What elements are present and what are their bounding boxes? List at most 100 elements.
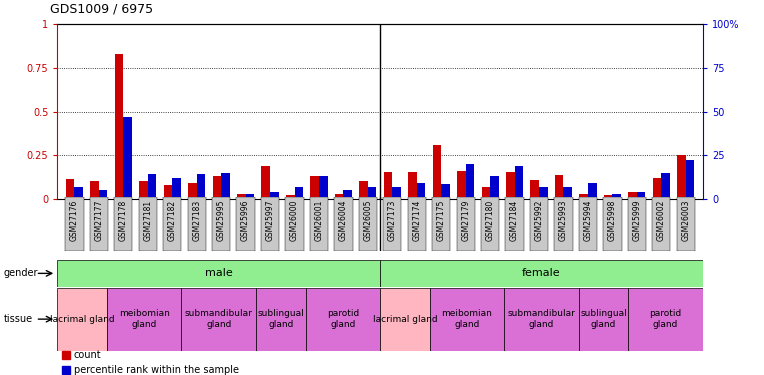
Bar <box>677 155 686 199</box>
Bar <box>343 190 352 199</box>
FancyBboxPatch shape <box>309 197 328 251</box>
Text: sublingual
gland: sublingual gland <box>257 309 304 329</box>
Bar <box>66 179 74 199</box>
Text: parotid
gland: parotid gland <box>649 309 681 329</box>
Bar <box>123 117 132 199</box>
FancyBboxPatch shape <box>334 197 352 251</box>
Text: GSM25994: GSM25994 <box>584 200 592 241</box>
FancyBboxPatch shape <box>628 197 646 251</box>
Text: GSM26001: GSM26001 <box>315 200 323 241</box>
FancyBboxPatch shape <box>384 197 402 251</box>
FancyBboxPatch shape <box>57 288 107 351</box>
Bar <box>221 172 230 199</box>
Text: GSM25993: GSM25993 <box>559 200 568 241</box>
Text: GSM27181: GSM27181 <box>144 200 152 241</box>
Text: GSM27173: GSM27173 <box>388 200 397 241</box>
Text: tissue: tissue <box>4 314 33 324</box>
FancyBboxPatch shape <box>187 197 206 251</box>
FancyBboxPatch shape <box>256 288 306 351</box>
Text: GSM27184: GSM27184 <box>510 200 519 241</box>
FancyBboxPatch shape <box>579 288 628 351</box>
Bar <box>393 186 401 199</box>
Bar <box>335 194 343 199</box>
FancyBboxPatch shape <box>212 197 230 251</box>
Bar <box>481 186 490 199</box>
Bar <box>172 178 181 199</box>
FancyBboxPatch shape <box>65 197 83 251</box>
FancyBboxPatch shape <box>236 197 254 251</box>
Bar <box>139 182 147 199</box>
Bar <box>270 192 279 199</box>
FancyBboxPatch shape <box>457 197 475 251</box>
Bar <box>579 194 588 199</box>
Bar <box>310 176 319 199</box>
Bar <box>237 194 245 199</box>
Text: meibomian
gland: meibomian gland <box>118 309 170 329</box>
Text: GSM26002: GSM26002 <box>657 200 665 241</box>
Bar <box>539 188 548 199</box>
FancyBboxPatch shape <box>358 197 377 251</box>
Bar <box>442 184 450 199</box>
Text: GSM25997: GSM25997 <box>266 200 274 241</box>
FancyBboxPatch shape <box>555 197 573 251</box>
Text: GSM26003: GSM26003 <box>681 200 690 241</box>
Bar <box>90 182 99 199</box>
Text: submandibular
gland: submandibular gland <box>507 309 575 329</box>
Bar <box>367 188 377 199</box>
Text: GSM27174: GSM27174 <box>413 200 421 241</box>
FancyBboxPatch shape <box>306 288 380 351</box>
Text: GSM27182: GSM27182 <box>168 200 176 241</box>
Text: submandibular
gland: submandibular gland <box>185 309 253 329</box>
FancyBboxPatch shape <box>506 197 524 251</box>
Text: GSM26004: GSM26004 <box>339 200 348 241</box>
FancyBboxPatch shape <box>652 197 671 251</box>
Text: GSM27175: GSM27175 <box>437 200 445 241</box>
Text: female: female <box>522 268 561 278</box>
Bar <box>564 188 572 199</box>
FancyBboxPatch shape <box>89 197 108 251</box>
FancyBboxPatch shape <box>579 197 597 251</box>
Text: gender: gender <box>4 268 38 278</box>
Text: GSM25995: GSM25995 <box>217 200 225 241</box>
Bar <box>188 183 196 199</box>
Bar <box>662 172 670 199</box>
Bar <box>74 186 83 199</box>
Text: GSM27183: GSM27183 <box>193 200 201 241</box>
Bar <box>286 195 294 199</box>
Text: GSM27176: GSM27176 <box>70 200 79 241</box>
FancyBboxPatch shape <box>114 197 132 251</box>
Bar <box>466 164 474 199</box>
FancyBboxPatch shape <box>107 288 182 351</box>
Bar <box>384 172 393 199</box>
Text: GSM26000: GSM26000 <box>290 200 299 241</box>
FancyBboxPatch shape <box>604 197 622 251</box>
Text: GSM27178: GSM27178 <box>119 200 128 241</box>
Bar <box>652 178 662 199</box>
Bar <box>555 175 564 199</box>
Bar <box>245 194 254 199</box>
FancyBboxPatch shape <box>430 288 504 351</box>
Bar <box>212 176 221 199</box>
FancyBboxPatch shape <box>285 197 303 251</box>
FancyBboxPatch shape <box>380 260 703 287</box>
FancyBboxPatch shape <box>408 197 426 251</box>
FancyBboxPatch shape <box>57 260 380 287</box>
FancyBboxPatch shape <box>432 197 451 251</box>
Text: GSM25999: GSM25999 <box>633 200 641 241</box>
Bar <box>686 160 694 199</box>
Text: GSM25992: GSM25992 <box>535 200 543 241</box>
Bar <box>457 171 466 199</box>
Text: GSM27179: GSM27179 <box>461 200 470 241</box>
Bar <box>417 183 426 199</box>
Text: GSM26005: GSM26005 <box>364 200 372 241</box>
Text: meibomian
gland: meibomian gland <box>442 309 493 329</box>
FancyBboxPatch shape <box>677 197 695 251</box>
Bar <box>294 186 303 199</box>
Text: parotid
gland: parotid gland <box>327 309 359 329</box>
Bar <box>115 54 123 199</box>
Text: GSM25998: GSM25998 <box>608 200 617 241</box>
Bar <box>196 174 206 199</box>
FancyBboxPatch shape <box>182 288 256 351</box>
Bar <box>359 182 367 199</box>
Legend: count, percentile rank within the sample: count, percentile rank within the sample <box>62 350 239 375</box>
